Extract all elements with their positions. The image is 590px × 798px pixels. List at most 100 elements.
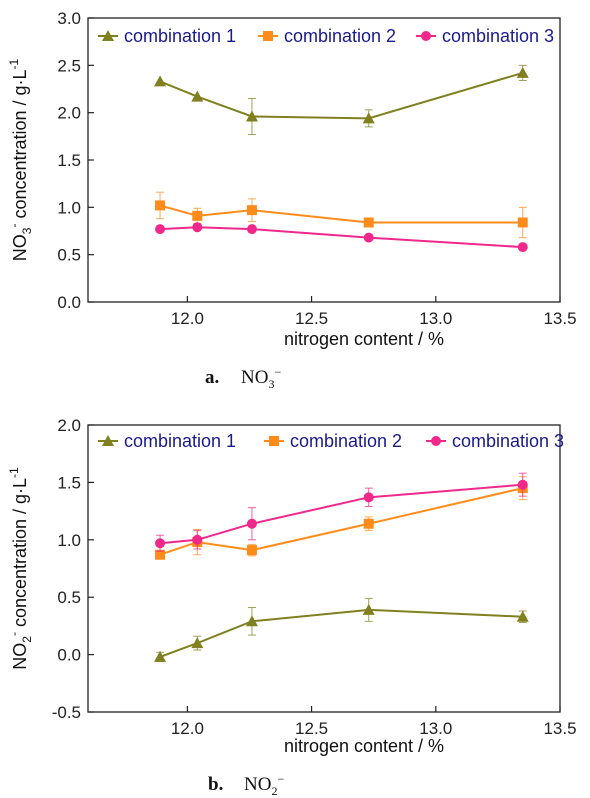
caption-a-formula-sub: 3: [268, 377, 274, 391]
legend-item-1: combination 1: [98, 431, 236, 451]
data-point: [246, 545, 257, 556]
series-3: [155, 222, 528, 253]
series-line: [159, 226, 523, 249]
y-axis-label-part: -1: [7, 58, 21, 69]
y-tick-label: 1.5: [57, 473, 81, 492]
y-tick-label: 1.0: [57, 531, 81, 550]
legend-item-2: combination 2: [264, 431, 402, 451]
legend-marker: [102, 435, 114, 446]
y-tick-label: 2.0: [57, 416, 81, 435]
data-point: [155, 224, 166, 235]
x-tick-label: 12.5: [295, 309, 328, 328]
y-axis-label-part: concentration / g·L: [10, 478, 30, 632]
data-point: [516, 66, 529, 78]
legend-marker: [421, 31, 431, 41]
caption-a-letter: a.: [205, 367, 219, 388]
data-point: [516, 610, 529, 622]
y-axis-label-part: -: [7, 632, 21, 636]
legend-item-3: combination 3: [416, 26, 554, 46]
x-tick-label: 13.5: [543, 719, 576, 738]
y-tick-label: 2.0: [57, 104, 81, 123]
data-point: [363, 492, 374, 503]
data-point: [363, 217, 374, 228]
y-axis-label-part: NO: [10, 234, 30, 261]
data-point: [154, 650, 167, 662]
series-line: [159, 608, 523, 658]
data-point: [192, 222, 203, 233]
legend-marker: [431, 436, 441, 446]
y-tick-label: 0.5: [57, 588, 81, 607]
series-line: [159, 71, 524, 120]
y-axis-label: NO2- concentration / g·L-1: [7, 467, 34, 670]
data-point: [246, 518, 257, 529]
x-axis-label: nitrogen content / %: [284, 329, 444, 349]
data-point: [245, 615, 258, 627]
data-point: [192, 210, 203, 221]
data-point: [246, 224, 257, 235]
legend-item-2: combination 2: [258, 26, 396, 46]
x-tick-label: 13.0: [419, 719, 452, 738]
x-tick-label: 12.0: [171, 309, 204, 328]
series-2: [155, 191, 528, 239]
caption-b-formula-sub: 2: [271, 784, 277, 798]
data-point: [363, 232, 374, 243]
data-point: [362, 603, 375, 615]
y-axis-label-part: -1: [7, 467, 21, 478]
plot-frame: [87, 17, 561, 303]
y-tick-label: -0.5: [52, 703, 81, 722]
series-line: [159, 204, 523, 224]
caption-b-formula-sup: −: [277, 772, 284, 786]
legend-marker: [102, 30, 114, 41]
y-tick-label: 2.5: [57, 56, 81, 75]
y-tick-label: 0.0: [57, 646, 81, 665]
data-point: [517, 242, 528, 253]
series-1: [154, 597, 529, 662]
data-point: [155, 538, 166, 549]
data-point: [517, 479, 528, 490]
legend-label: combination 3: [452, 431, 564, 451]
caption-b-formula-base: NO: [244, 774, 271, 795]
y-axis-label-part: concentration / g·L: [10, 69, 30, 223]
data-point: [154, 75, 167, 87]
data-point: [155, 200, 166, 211]
caption-b-formula: NO2−: [244, 772, 284, 798]
y-tick-label: 0.0: [57, 293, 81, 312]
data-point: [246, 205, 257, 216]
series-3: [155, 472, 528, 552]
data-point: [192, 534, 203, 545]
series-line: [159, 483, 523, 545]
legend-item-1: combination 1: [98, 26, 236, 46]
chart-nitrate: 0.0 0.5 1.0 1.5 2.0 2.5 3.0 12.0 12.5 13.0 13.5 nit…: [7, 9, 577, 349]
x-tick-label: 12.0: [171, 719, 204, 738]
x-tick-label: 13.0: [419, 309, 452, 328]
y-axis-label-part: -: [7, 224, 21, 228]
data-point: [517, 217, 528, 228]
y-tick-label: 1.5: [57, 151, 81, 170]
chart-nitrite: -0.5 0.0 0.5 1.0 1.5 2.0 12.0 12.5 13.0 13.5 nitro…: [7, 416, 577, 756]
y-axis-label-part: NO: [10, 643, 30, 670]
plot-frame: [87, 424, 561, 713]
x-tick-label: 13.5: [543, 309, 576, 328]
legend-label: combination 2: [290, 431, 402, 451]
caption-a-formula-sup: −: [274, 365, 281, 379]
series-1: [154, 64, 529, 135]
y-tick-label: 3.0: [57, 9, 81, 28]
legend-marker: [269, 436, 279, 446]
y-axis-label-part: 3: [20, 227, 34, 234]
series-line: [159, 487, 523, 556]
legend-label: combination 1: [124, 26, 236, 46]
legend-item-3: combination 3: [426, 431, 564, 451]
data-point: [363, 518, 374, 529]
data-point: [245, 110, 258, 122]
legend-marker: [263, 31, 273, 41]
y-tick-label: 0.5: [57, 246, 81, 265]
data-point: [362, 112, 375, 124]
y-axis-label-part: 2: [20, 636, 34, 643]
caption-a-formula-base: NO: [241, 367, 268, 388]
y-tick-label: 1.0: [57, 198, 81, 217]
y-axis-label: NO3- concentration / g·L-1: [7, 58, 34, 261]
caption-b-letter: b.: [208, 774, 223, 795]
legend-label: combination 2: [284, 26, 396, 46]
data-point: [191, 637, 204, 649]
